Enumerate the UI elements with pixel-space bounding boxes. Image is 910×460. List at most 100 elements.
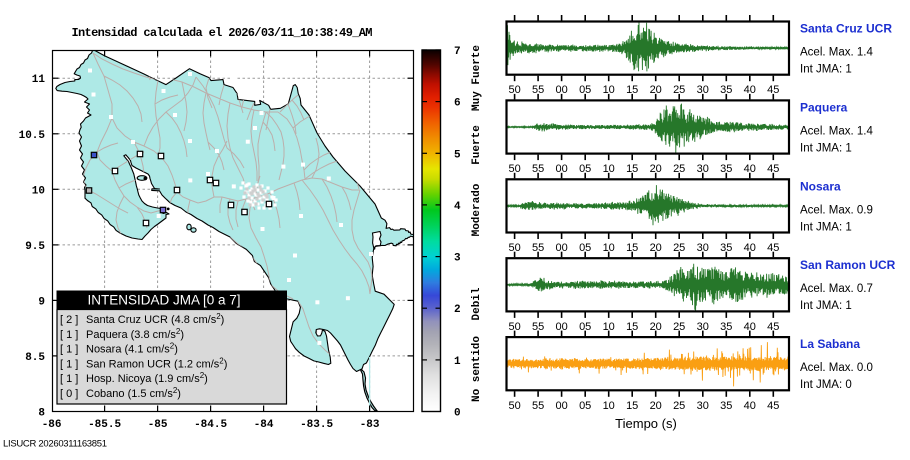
svg-text:1: 1 [454, 356, 461, 368]
svg-text:40: 40 [744, 400, 756, 412]
svg-text:-86: -86 [42, 419, 62, 431]
svg-text:45: 45 [767, 321, 779, 333]
svg-text:8: 8 [38, 408, 45, 420]
svg-text:Acel. Max. 0.9: Acel. Max. 0.9 [800, 204, 873, 216]
svg-text:-85: -85 [148, 419, 168, 431]
svg-text:2: 2 [454, 304, 461, 316]
svg-text:No sentido: No sentido [471, 336, 483, 402]
svg-text:05: 05 [579, 400, 591, 412]
svg-text:[ 1 ]San Ramon UCR (1.2 cm/s2): [ 1 ] San Ramon UCR (1.2 cm/s2) [60, 356, 227, 370]
svg-text:15: 15 [626, 321, 638, 333]
svg-text:Int JMA: 1: Int JMA: 1 [800, 300, 852, 312]
svg-text:55: 55 [532, 400, 544, 412]
svg-text:25: 25 [673, 242, 685, 254]
svg-text:Acel. Max. 0.7: Acel. Max. 0.7 [800, 283, 873, 295]
svg-text:7: 7 [454, 46, 461, 58]
svg-text:20: 20 [650, 321, 662, 333]
svg-text:Intensidad calculada el 2026/0: Intensidad calculada el 2026/03/11_10:38… [72, 26, 373, 40]
svg-text:Moderado: Moderado [471, 183, 483, 236]
svg-text:4: 4 [454, 201, 461, 213]
svg-text:15: 15 [626, 163, 638, 175]
svg-text:25: 25 [673, 400, 685, 412]
svg-text:0: 0 [454, 408, 461, 420]
svg-text:Santa Cruz UCR: Santa Cruz UCR [800, 22, 892, 36]
svg-text:45: 45 [767, 400, 779, 412]
svg-text:25: 25 [673, 84, 685, 96]
svg-text:Nosara: Nosara [800, 179, 841, 193]
svg-text:20: 20 [650, 163, 662, 175]
svg-text:05: 05 [579, 163, 591, 175]
svg-text:-84: -84 [254, 419, 274, 431]
svg-text:3: 3 [454, 253, 461, 265]
svg-text:00: 00 [555, 84, 567, 96]
svg-text:00: 00 [555, 242, 567, 254]
svg-text:55: 55 [532, 163, 544, 175]
svg-text:10.5: 10.5 [19, 130, 46, 142]
svg-text:Int JMA: 1: Int JMA: 1 [800, 142, 852, 154]
svg-text:35: 35 [720, 242, 732, 254]
svg-text:8.5: 8.5 [25, 352, 45, 364]
svg-text:50: 50 [508, 321, 520, 333]
svg-text:30: 30 [697, 242, 709, 254]
svg-text:05: 05 [579, 242, 591, 254]
svg-text:45: 45 [767, 163, 779, 175]
svg-text:00: 00 [555, 400, 567, 412]
svg-text:40: 40 [744, 84, 756, 96]
svg-text:20: 20 [650, 84, 662, 96]
svg-text:[ 0 ]Cobano (1.5 cm/s2): [ 0 ] Cobano (1.5 cm/s2) [60, 386, 181, 400]
svg-text:[ 2 ]Santa Cruz UCR (4.8 cm/s2: [ 2 ] Santa Cruz UCR (4.8 cm/s2) [60, 312, 224, 326]
svg-text:35: 35 [720, 163, 732, 175]
svg-text:Int JMA: 1: Int JMA: 1 [800, 64, 852, 76]
svg-text:10: 10 [603, 242, 615, 254]
svg-text:La Sabana: La Sabana [800, 337, 860, 351]
svg-text:[ 1 ]Paquera (3.8 cm/s2): [ 1 ] Paquera (3.8 cm/s2) [60, 327, 184, 341]
svg-text:5: 5 [454, 149, 461, 161]
svg-text:50: 50 [508, 242, 520, 254]
svg-text:-85.5: -85.5 [88, 419, 121, 431]
svg-text:-84.5: -84.5 [194, 419, 227, 431]
svg-text:15: 15 [626, 242, 638, 254]
svg-text:00: 00 [555, 321, 567, 333]
svg-text:40: 40 [744, 321, 756, 333]
svg-text:Acel. Max. 0.0: Acel. Max. 0.0 [800, 362, 873, 374]
svg-text:35: 35 [720, 321, 732, 333]
svg-text:10: 10 [603, 400, 615, 412]
svg-text:11: 11 [32, 74, 46, 86]
svg-text:[ 1 ]Hosp. Nicoya (1.9 cm/s2): [ 1 ] Hosp. Nicoya (1.9 cm/s2) [60, 371, 208, 385]
svg-text:9: 9 [38, 296, 45, 308]
svg-text:00: 00 [555, 163, 567, 175]
svg-text:-83: -83 [360, 419, 380, 431]
svg-text:Tiempo (s): Tiempo (s) [615, 416, 677, 431]
svg-text:10: 10 [603, 84, 615, 96]
svg-text:50: 50 [508, 400, 520, 412]
svg-text:Debil: Debil [471, 287, 483, 320]
svg-text:Paquera: Paquera [800, 100, 848, 114]
svg-text:25: 25 [673, 321, 685, 333]
svg-text:20: 20 [650, 242, 662, 254]
svg-text:Int JMA: 0: Int JMA: 0 [800, 379, 852, 391]
svg-text:-83.5: -83.5 [300, 419, 333, 431]
svg-text:30: 30 [697, 84, 709, 96]
svg-text:INTENSIDAD JMA [0 a 7]: INTENSIDAD JMA [0 a 7] [87, 293, 240, 308]
svg-text:10: 10 [603, 163, 615, 175]
svg-text:50: 50 [508, 84, 520, 96]
svg-text:20: 20 [650, 400, 662, 412]
svg-text:35: 35 [720, 84, 732, 96]
svg-text:35: 35 [720, 400, 732, 412]
svg-text:30: 30 [697, 321, 709, 333]
svg-text:[ 1 ]Nosara (4.1 cm/s2): [ 1 ] Nosara (4.1 cm/s2) [60, 342, 178, 356]
svg-text:10: 10 [32, 185, 45, 197]
svg-text:55: 55 [532, 84, 544, 96]
svg-text:45: 45 [767, 84, 779, 96]
svg-text:Acel. Max. 1.4: Acel. Max. 1.4 [800, 47, 873, 59]
svg-text:San Ramon UCR: San Ramon UCR [800, 258, 896, 272]
svg-text:15: 15 [626, 84, 638, 96]
svg-text:55: 55 [532, 242, 544, 254]
svg-text:50: 50 [508, 163, 520, 175]
svg-text:Muy Fuerte: Muy Fuerte [471, 45, 483, 111]
svg-text:LISUCR 20260311163851: LISUCR 20260311163851 [3, 439, 107, 450]
svg-text:30: 30 [697, 163, 709, 175]
svg-text:Int JMA: 1: Int JMA: 1 [800, 221, 852, 233]
svg-text:05: 05 [579, 84, 591, 96]
svg-text:55: 55 [532, 321, 544, 333]
